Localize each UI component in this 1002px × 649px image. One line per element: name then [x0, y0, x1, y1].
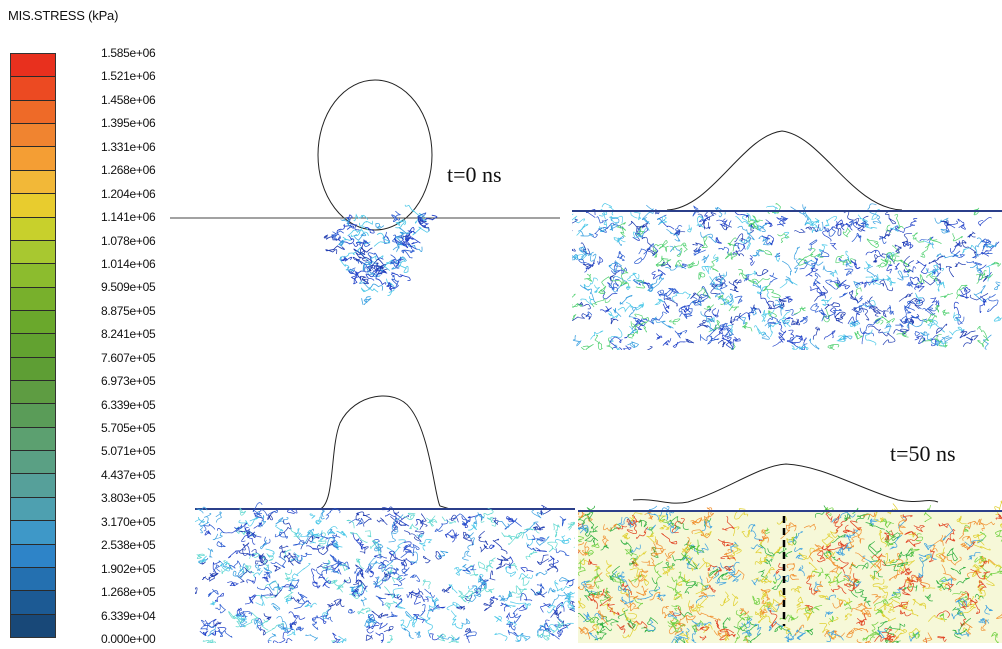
color-bar-segment	[11, 381, 55, 405]
color-bar-tick-label: 2.538e+05	[101, 538, 156, 553]
stress-contours	[195, 502, 575, 643]
color-bar-segment	[11, 287, 55, 311]
color-bar-tick-label: 5.705e+05	[101, 421, 156, 436]
color-bar	[10, 53, 56, 638]
color-bar-tick-label: 5.071e+05	[101, 444, 156, 459]
droplet-outline	[317, 79, 433, 231]
color-bar-tick-label: 8.241e+05	[101, 327, 156, 342]
color-bar-tick-label: 1.395e+06	[101, 116, 156, 131]
color-bar-segment	[11, 544, 55, 568]
color-bar-tick-label: 1.902e+05	[101, 561, 156, 576]
color-bar-tick-label: 3.803e+05	[101, 491, 156, 506]
stress-contours	[572, 203, 1002, 350]
color-bar-tick-label: 1.331e+06	[101, 139, 156, 154]
droplet-outline	[666, 130, 903, 211]
color-bar-segment	[11, 240, 55, 265]
stress-contours	[578, 500, 1002, 643]
panel-top-right	[572, 128, 1002, 350]
color-bar-tick-label: 6.973e+05	[101, 374, 156, 389]
color-bar-segment	[11, 567, 55, 592]
time-label-t0: t=0 ns	[447, 162, 502, 187]
color-bar-segment	[11, 264, 55, 288]
color-bar-segment	[11, 310, 55, 335]
color-bar-tick-label: 1.458e+06	[101, 92, 156, 107]
color-bar-segment	[11, 521, 55, 545]
color-bar-segment	[11, 147, 55, 171]
color-bar-tick-label: 1.585e+06	[101, 46, 156, 60]
color-bar-tick-label: 1.141e+06	[101, 210, 156, 225]
color-bar-segment	[11, 614, 55, 637]
color-bar-segment	[11, 591, 55, 615]
color-bar-tick-label: 6.339e+04	[101, 608, 156, 623]
color-bar-ticks: 1.585e+06 1.521e+06 1.458e+06 1.395e+06 1.33…	[101, 46, 191, 646]
color-bar-segment	[11, 194, 55, 218]
color-bar-tick-label: 1.521e+06	[101, 69, 156, 84]
legend-title: MIS.STRESS (kPa)	[8, 8, 119, 23]
color-bar-tick-label: 1.078e+06	[101, 233, 156, 248]
color-bar-tick-label: 1.014e+06	[101, 256, 156, 271]
color-bar-segment	[11, 497, 55, 522]
color-bar-segment	[11, 427, 55, 452]
color-bar-segment	[11, 124, 55, 148]
color-bar-tick-label: 1.204e+06	[101, 186, 156, 201]
color-bar-segment	[11, 334, 55, 358]
droplet-outline	[319, 395, 451, 510]
panel-bottom-left	[195, 388, 575, 643]
color-bar-segment	[11, 100, 55, 125]
color-bar-segment	[11, 77, 55, 101]
color-bar-tick-label: 0.000e+00	[101, 632, 156, 646]
color-bar-segment	[11, 54, 55, 78]
stress-contours	[323, 204, 438, 305]
color-bar-segment	[11, 451, 55, 475]
color-bar-segment	[11, 357, 55, 382]
panel-bottom-right	[578, 458, 1002, 643]
color-bar-segment	[11, 474, 55, 498]
color-bar-tick-label: 9.509e+05	[101, 280, 156, 295]
color-bar-tick-label: 6.339e+05	[101, 397, 156, 412]
time-label-t50: t=50 ns	[890, 441, 956, 466]
color-bar-tick-label: 4.437e+05	[101, 467, 156, 482]
droplet-outline	[632, 463, 939, 504]
color-bar-segment	[11, 404, 55, 428]
panel-top-left	[170, 75, 560, 305]
color-bar-tick-label: 1.268e+06	[101, 163, 156, 178]
color-bar-tick-label: 1.268e+05	[101, 585, 156, 600]
color-bar-segment	[11, 217, 55, 241]
color-bar-tick-label: 7.607e+05	[101, 350, 156, 365]
color-bar-tick-label: 3.170e+05	[101, 514, 156, 529]
color-bar-tick-label: 8.875e+05	[101, 303, 156, 318]
color-bar-segment	[11, 170, 55, 195]
